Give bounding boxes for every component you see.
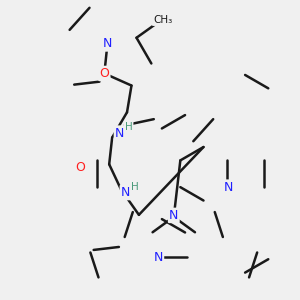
Text: N: N (121, 186, 130, 199)
Text: N: N (169, 209, 178, 222)
Text: O: O (99, 67, 109, 80)
Text: H: H (124, 122, 132, 132)
Text: H: H (130, 182, 138, 192)
Text: CH₃: CH₃ (153, 15, 172, 25)
Text: N: N (103, 38, 112, 50)
Text: O: O (75, 161, 85, 174)
Text: N: N (224, 181, 233, 194)
Text: N: N (115, 127, 124, 140)
Text: N: N (154, 251, 163, 264)
